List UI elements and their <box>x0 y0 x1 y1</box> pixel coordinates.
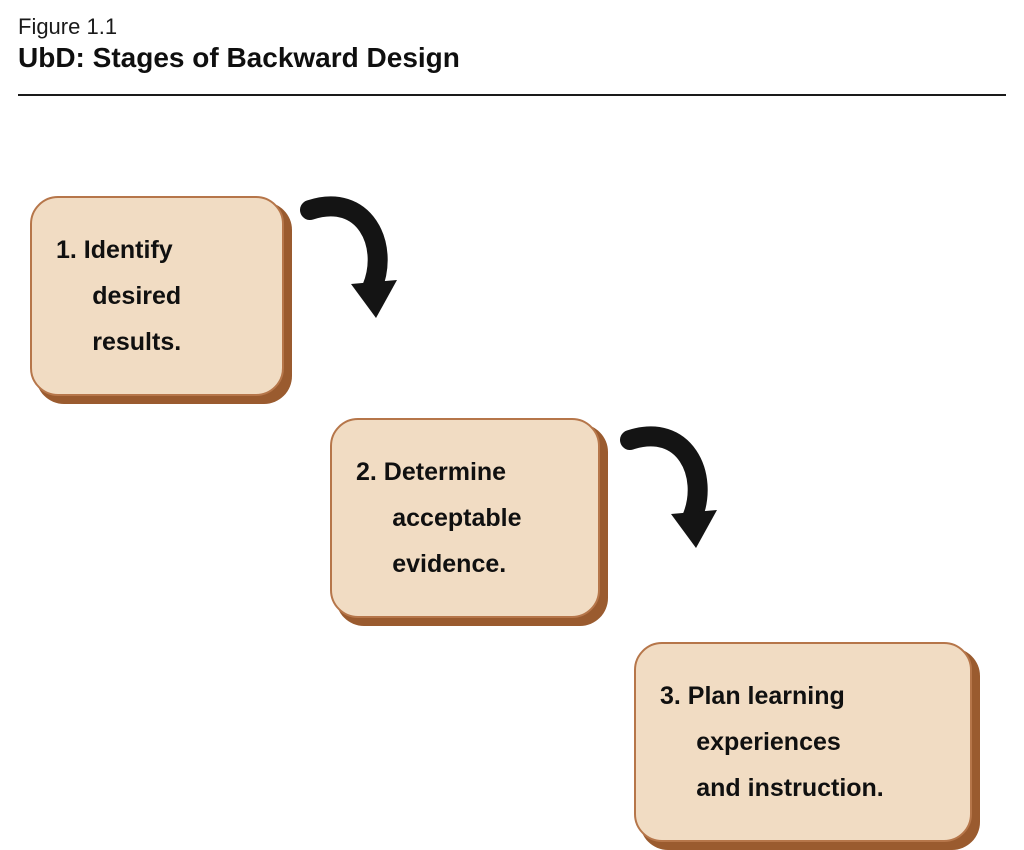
diagram-canvas: 1. Identifydesiredresults. 2. Determineac… <box>0 96 1024 836</box>
figure-title: UbD: Stages of Backward Design <box>18 42 1006 86</box>
stage-3-line-2: and instruction. <box>660 765 962 811</box>
stage-2-label: 2. Determineacceptableevidence. <box>356 449 590 588</box>
figure-label: Figure 1.1 <box>18 14 1006 40</box>
stage-1-label: 1. Identifydesiredresults. <box>56 227 274 366</box>
stage-3-line-0: 3. Plan learning <box>660 673 962 719</box>
stage-1-line-0: 1. Identify <box>56 227 274 273</box>
arrow-stage-2-to-stage-3 <box>616 416 726 556</box>
stage-2-line-2: evidence. <box>356 541 590 587</box>
stage-3: 3. Plan learningexperiencesand instructi… <box>634 642 972 842</box>
stage-1-line-2: results. <box>56 319 274 365</box>
stage-3-label: 3. Plan learningexperiencesand instructi… <box>660 673 962 812</box>
stage-2-line-0: 2. Determine <box>356 449 590 495</box>
stage-1: 1. Identifydesiredresults. <box>30 196 284 396</box>
stage-3-line-1: experiences <box>660 719 962 765</box>
arrow-stage-1-to-stage-2 <box>296 186 406 326</box>
stage-2: 2. Determineacceptableevidence. <box>330 418 600 618</box>
stage-1-line-1: desired <box>56 273 274 319</box>
stage-2-line-1: acceptable <box>356 495 590 541</box>
